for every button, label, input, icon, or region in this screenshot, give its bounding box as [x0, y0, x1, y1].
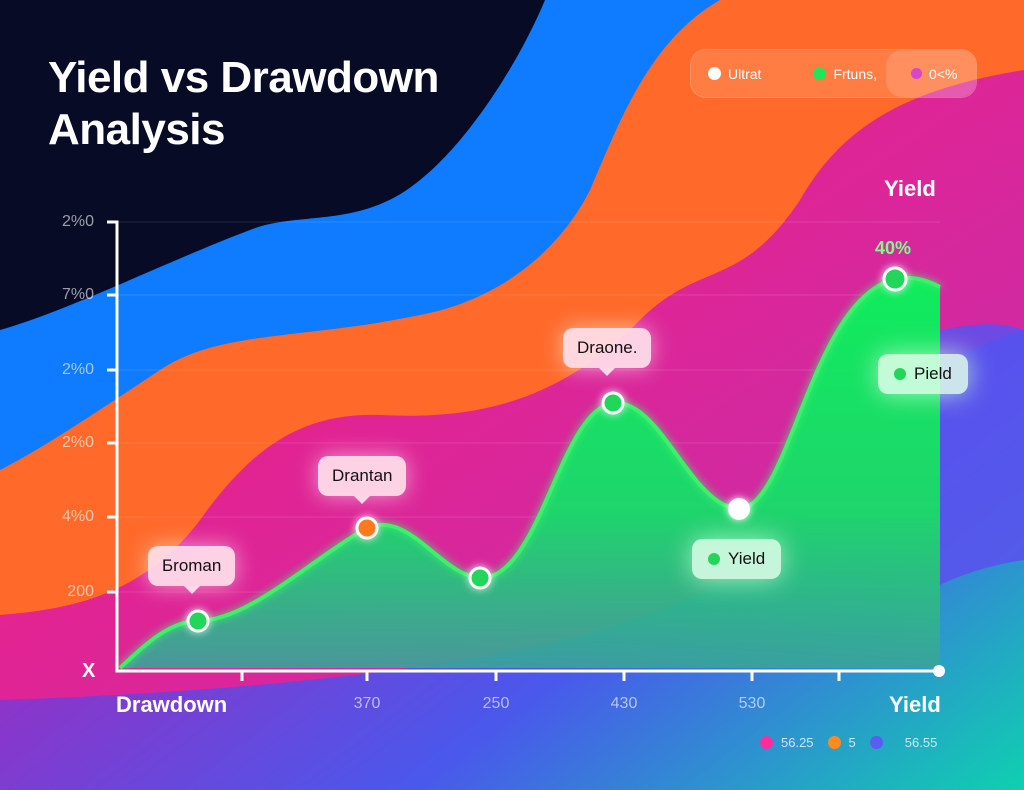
legend-item-orange[interactable]: 5 [827, 735, 856, 750]
green-dot-icon [813, 67, 827, 80]
y-tick-label: 4%0 [61, 508, 94, 525]
legend-label: 56.55 [904, 735, 938, 750]
yield-pill: Yield [692, 539, 782, 579]
origin-label: X [82, 660, 96, 682]
axis-end-marker [933, 665, 945, 677]
green-dot-icon [894, 368, 906, 380]
top-legend: Ultrat Frtuns, 0<% [690, 49, 977, 98]
white-dot-icon [708, 67, 721, 80]
peak-value-label: 40% [875, 238, 912, 258]
x-tick-label: 430 [610, 695, 638, 712]
pill-label: Pield [914, 364, 952, 383]
legend-label: Frtuns, [833, 65, 878, 82]
y-tick-label: 200 [67, 583, 94, 600]
legend-label: 5 [848, 735, 856, 750]
pink-dot-icon [760, 736, 773, 749]
bottom-legend: 56.25 5 56.55 [760, 735, 951, 750]
y-tick-label: 2%0 [61, 361, 94, 378]
y-tick-label: 2%0 [61, 434, 94, 451]
tooltip-drantan: Drantan [318, 456, 407, 504]
legend-item-percent[interactable]: 0<% [911, 66, 957, 82]
y-tick-label: 7%0 [61, 286, 94, 303]
green-dot-icon [708, 553, 720, 565]
title-line-2: Analysis [48, 105, 225, 154]
x-axis-end-title: Yield [889, 692, 941, 717]
magenta-dot-icon [911, 68, 923, 79]
pill-label: Yield [728, 549, 766, 568]
blue-dot-icon [869, 736, 883, 749]
x-tick-label: 250 [482, 695, 510, 712]
y-tick-label: 2%0 [61, 213, 94, 230]
x-tick-label: 370 [353, 695, 381, 712]
pield-pill: Pield [878, 354, 968, 394]
axes [107, 220, 940, 681]
yield-line [118, 275, 941, 670]
chart-title: Yield vs Drawdown Analysis [48, 52, 439, 156]
legend-item-frtuns[interactable]: Frtuns, [813, 66, 877, 82]
orange-dot-icon [827, 736, 841, 749]
tooltip-broman: Бroman [148, 546, 236, 594]
legend-label: Ultrat [728, 65, 762, 82]
legend-item-pink[interactable]: 56.25 [760, 735, 814, 750]
title-line-1: Yield vs Drawdown [48, 53, 439, 102]
data-points [186, 266, 908, 633]
legend-item-blue[interactable]: 56.55 [869, 735, 938, 750]
legend-label: 0<% [929, 65, 958, 82]
tooltip-draone: Draone. [563, 328, 652, 376]
legend-item-ultrat[interactable]: Ultrat [708, 66, 761, 82]
x-tick-label: 530 [738, 695, 766, 712]
legend-highlight [886, 50, 976, 97]
x-axis-title: Drawdown [116, 692, 228, 717]
legend-label: 56.25 [781, 735, 814, 750]
y-axis-title: Yield [884, 176, 936, 201]
